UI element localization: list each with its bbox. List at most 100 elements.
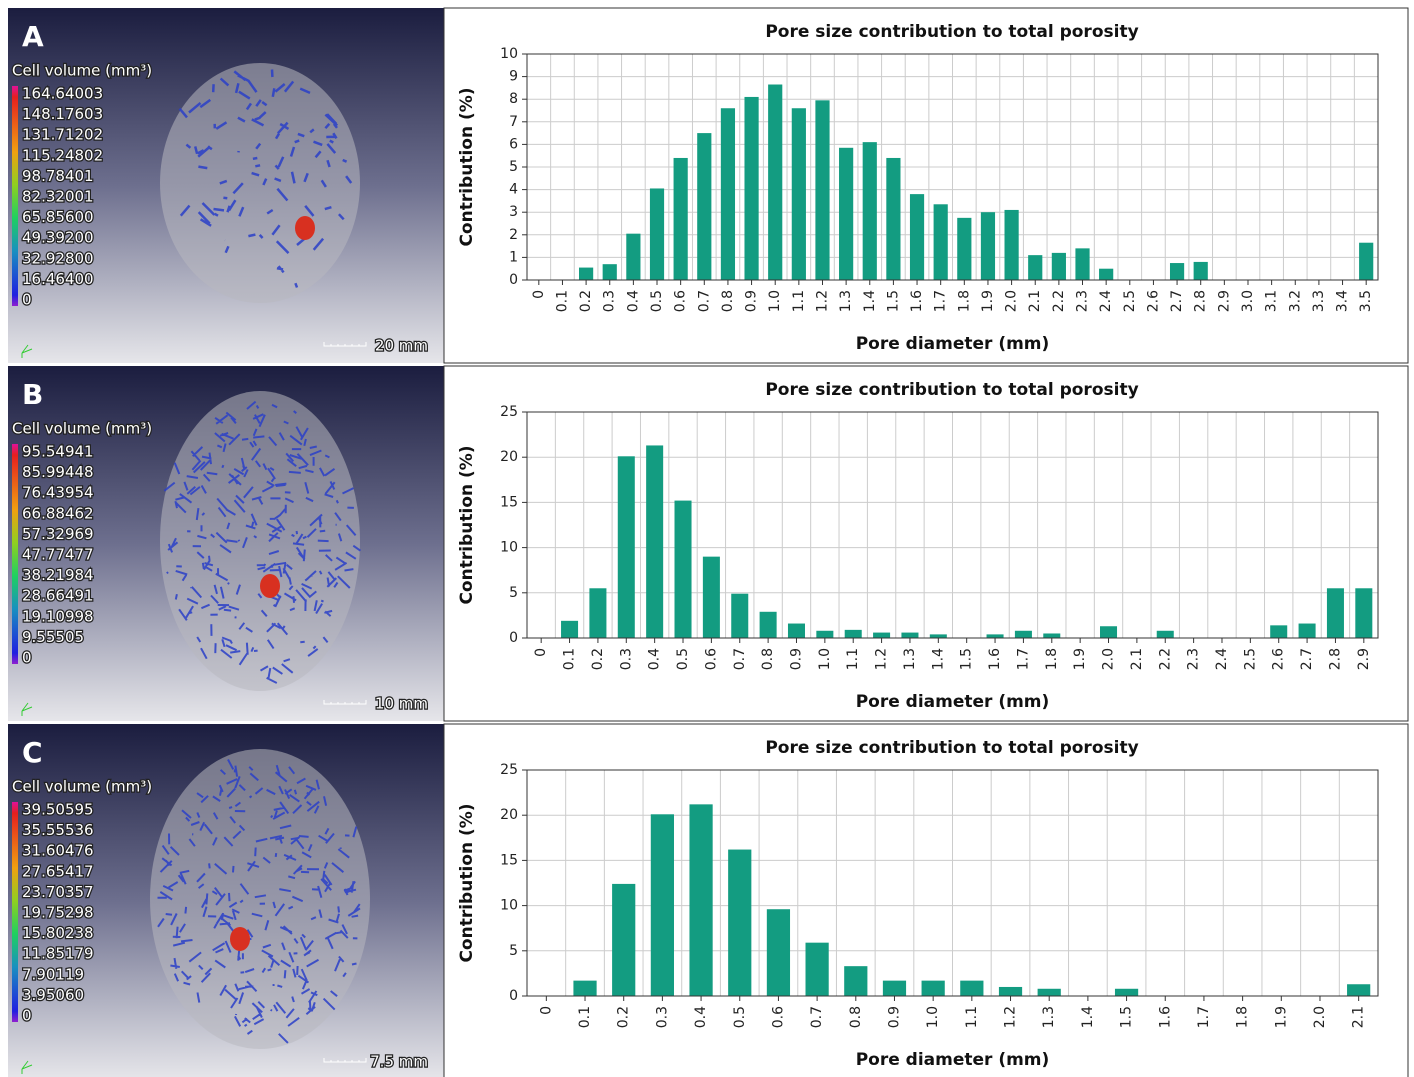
- bar: [1327, 588, 1344, 638]
- legend-label: 19.75298: [22, 904, 94, 922]
- bar: [1099, 269, 1113, 280]
- scale-bar-label: 10 mm: [375, 695, 428, 713]
- bar: [934, 204, 948, 280]
- x-tick-label: 0.4: [647, 648, 663, 670]
- x-tick-label: 1.3: [838, 290, 854, 312]
- y-tick-label: 3: [509, 204, 518, 220]
- bar: [1075, 248, 1089, 280]
- x-tick-label: 0.7: [809, 1006, 825, 1028]
- legend-label: 66.88462: [22, 504, 94, 522]
- colorbar: [12, 802, 18, 1022]
- legend-label: 0: [22, 649, 32, 667]
- legend-label: 27.65417: [22, 862, 94, 880]
- bar: [910, 194, 924, 280]
- bar: [873, 633, 890, 638]
- y-tick-label: 2: [509, 227, 518, 243]
- legend-label: 49.39200: [22, 229, 94, 247]
- x-tick-label: 3.1: [1264, 290, 1280, 312]
- bar: [618, 456, 635, 638]
- bar: [839, 148, 853, 280]
- x-tick-label: 2.3: [1186, 648, 1202, 670]
- x-tick-label: 1.3: [1041, 1006, 1057, 1028]
- bar: [650, 188, 664, 280]
- bar: [957, 218, 971, 280]
- legend-label: 16.46400: [22, 270, 94, 288]
- x-tick-label: 2.8: [1327, 648, 1343, 670]
- bar: [788, 624, 805, 638]
- legend-label: 28.66491: [22, 587, 94, 605]
- y-tick-label: 10: [500, 46, 518, 62]
- bar: [651, 814, 674, 996]
- x-tick-label: 0.9: [886, 1006, 902, 1028]
- x-tick-label: 0.1: [562, 648, 578, 670]
- legend-label: 164.64003: [22, 85, 103, 103]
- bar: [1028, 255, 1042, 280]
- x-tick-label: 2.9: [1356, 648, 1372, 670]
- x-tick-label: 1.0: [817, 648, 833, 670]
- bar: [744, 97, 758, 280]
- large-pore: [230, 927, 250, 951]
- x-tick-label: 2.0: [1101, 648, 1117, 670]
- bar: [987, 634, 1004, 638]
- y-tick-label: 7: [509, 114, 518, 130]
- x-tick-label: 0.8: [720, 290, 736, 312]
- x-tick-label: 2.6: [1145, 290, 1161, 312]
- x-tick-label: 1.2: [1003, 1006, 1019, 1028]
- x-tick-label: 2.1: [1129, 648, 1145, 670]
- y-tick-label: 20: [500, 449, 518, 465]
- scale-bar-label: 20 mm: [375, 337, 428, 355]
- x-tick-label: 1.4: [1080, 1006, 1096, 1028]
- x-tick-label: 1.6: [987, 648, 1003, 670]
- x-tick-label: 3.4: [1335, 290, 1351, 312]
- y-tick-label: 0: [509, 988, 518, 1004]
- x-tick-label: 1.4: [930, 648, 946, 670]
- y-tick-label: 5: [509, 159, 518, 175]
- x-tick-label: 0: [531, 290, 547, 299]
- x-tick-label: 3.5: [1358, 290, 1374, 312]
- bar: [1347, 984, 1370, 996]
- y-tick-label: 25: [500, 404, 518, 420]
- x-tick-label: 1.7: [933, 290, 949, 312]
- x-tick-label: 3.0: [1240, 290, 1256, 312]
- x-tick-label: 1.6: [909, 290, 925, 312]
- x-tick-label: 0.6: [770, 1006, 786, 1028]
- x-tick-label: 0.9: [744, 290, 760, 312]
- colorbar: [12, 444, 18, 664]
- legend-label: 131.71202: [22, 126, 103, 144]
- x-tick-label: 0.5: [649, 290, 665, 312]
- bar: [806, 943, 829, 996]
- y-tick-label: 15: [500, 494, 518, 510]
- legend-label: 15.80238: [22, 924, 94, 942]
- legend-label: 9.55505: [22, 628, 84, 646]
- bar: [1194, 262, 1208, 280]
- legend-label: 148.17603: [22, 105, 103, 123]
- x-tick-label: 1.5: [959, 648, 975, 670]
- panel-label: B: [22, 378, 43, 411]
- x-tick-label: 0.7: [732, 648, 748, 670]
- x-tick-label: 3.3: [1311, 290, 1327, 312]
- bar: [1115, 989, 1138, 996]
- bar: [1299, 624, 1316, 638]
- legend-label: 57.32969: [22, 525, 94, 543]
- x-tick-label: 0.9: [788, 648, 804, 670]
- bar: [883, 981, 906, 996]
- x-tick-label: 2.4: [1214, 648, 1230, 670]
- legend-label: 38.21984: [22, 566, 94, 584]
- bar: [844, 966, 867, 996]
- legend-label: 47.77477: [22, 546, 94, 564]
- y-tick-label: 9: [509, 69, 518, 85]
- bar: [863, 142, 877, 280]
- legend-label: 82.32001: [22, 188, 94, 206]
- x-tick-label: 1.9: [1273, 1006, 1289, 1028]
- x-tick-label: 1.6: [1157, 1006, 1173, 1028]
- legend-label: 7.90119: [22, 965, 84, 983]
- bar: [603, 264, 617, 280]
- x-tick-label: 1.2: [874, 648, 890, 670]
- x-tick-label: 2.3: [1075, 290, 1091, 312]
- bar: [815, 100, 829, 280]
- x-tick-label: 0.6: [673, 290, 689, 312]
- y-tick-label: 1: [509, 249, 518, 265]
- bar: [1359, 243, 1373, 280]
- panel-label: C: [22, 736, 43, 769]
- x-tick-label: 1.3: [902, 648, 918, 670]
